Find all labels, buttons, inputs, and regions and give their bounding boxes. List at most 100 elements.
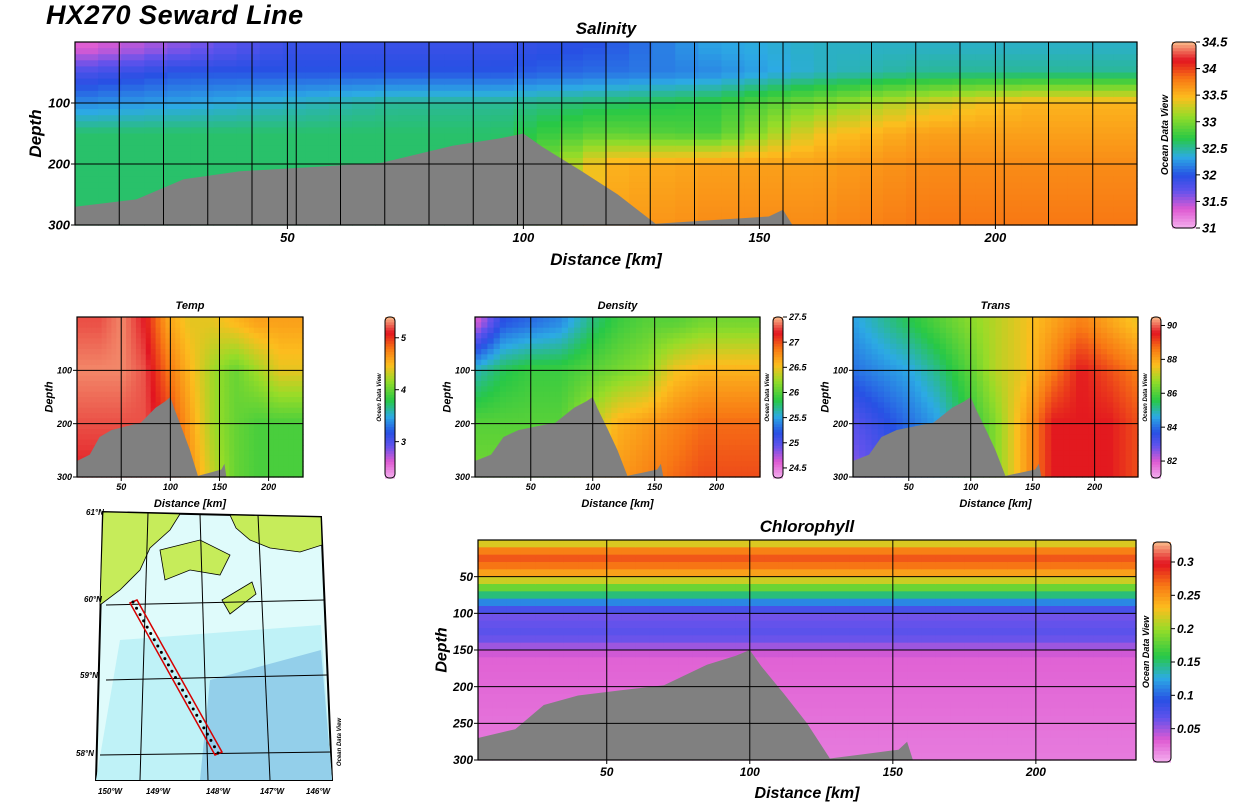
heatmap-cell bbox=[116, 349, 122, 355]
heatmap-cell bbox=[194, 434, 201, 441]
heatmap-cell bbox=[721, 42, 746, 49]
colorbar-segment bbox=[773, 469, 783, 474]
heatmap-cell bbox=[219, 429, 225, 435]
heatmap-cell bbox=[293, 349, 299, 355]
heatmap-cell bbox=[444, 72, 469, 80]
heatmap-cell bbox=[710, 317, 718, 323]
heatmap-cell bbox=[518, 381, 526, 387]
heatmap-cell bbox=[952, 54, 976, 61]
heatmap-cell bbox=[735, 354, 743, 361]
heatmap-cell bbox=[836, 54, 861, 61]
x-tick-label: 150 bbox=[212, 482, 227, 492]
heatmap-cell bbox=[767, 60, 792, 67]
heatmap-cell bbox=[91, 327, 98, 334]
heatmap-cell bbox=[636, 327, 643, 334]
colorbar-segment bbox=[773, 397, 783, 401]
heatmap-cell bbox=[710, 381, 718, 387]
heatmap-cell bbox=[180, 381, 186, 387]
heatmap-cell bbox=[234, 343, 240, 350]
heatmap-cell bbox=[729, 445, 736, 451]
heatmap-cell bbox=[790, 212, 815, 220]
heatmap-cell bbox=[175, 333, 181, 339]
heatmap-cell bbox=[167, 164, 192, 171]
heatmap-cell bbox=[167, 121, 192, 128]
heatmap-cell bbox=[555, 397, 563, 403]
heatmap-cell bbox=[131, 381, 137, 387]
heatmap-cell bbox=[606, 127, 630, 135]
heatmap-cell bbox=[998, 90, 1023, 98]
heatmap-cell bbox=[185, 413, 191, 419]
heatmap-cell bbox=[939, 402, 947, 409]
heatmap-cell bbox=[268, 450, 275, 457]
heatmap-cell bbox=[288, 343, 294, 350]
colorbar-segment bbox=[385, 456, 395, 460]
heatmap-cell bbox=[259, 115, 284, 122]
heatmap-cell bbox=[259, 66, 284, 74]
heatmap-cell bbox=[219, 317, 225, 323]
heatmap-cell bbox=[1113, 151, 1138, 159]
heatmap-cell bbox=[883, 182, 907, 189]
heatmap-cell bbox=[258, 343, 265, 350]
heatmap-cell bbox=[268, 322, 275, 329]
heatmap-cell bbox=[877, 391, 885, 398]
heatmap-cell bbox=[75, 109, 99, 116]
heatmap-cell bbox=[481, 333, 488, 339]
heatmap-cell bbox=[293, 423, 299, 430]
heatmap-cell bbox=[126, 327, 132, 334]
heatmap-cell bbox=[234, 450, 240, 457]
heatmap-cell bbox=[660, 466, 668, 473]
heatmap-cell bbox=[213, 84, 238, 92]
colorbar-segment bbox=[1172, 131, 1196, 136]
heatmap-cell bbox=[204, 434, 211, 441]
heatmap-cell bbox=[586, 338, 594, 345]
heatmap-cell bbox=[744, 60, 769, 67]
heatmap-cell bbox=[467, 96, 492, 104]
heatmap-cell bbox=[877, 413, 885, 419]
heatmap-cell bbox=[253, 407, 260, 414]
heatmap-cell bbox=[735, 429, 743, 435]
heatmap-cell bbox=[623, 439, 631, 446]
heatmap-cell bbox=[906, 48, 930, 55]
heatmap-cell bbox=[721, 212, 746, 220]
heatmap-cell bbox=[175, 381, 181, 387]
heatmap-cell bbox=[268, 461, 275, 467]
colorbar-segment bbox=[773, 346, 783, 350]
heatmap-cell bbox=[214, 461, 221, 467]
heatmap-cell bbox=[224, 471, 230, 478]
heatmap-cell bbox=[298, 317, 304, 323]
heatmap-cell bbox=[945, 338, 953, 345]
heatmap-cell bbox=[236, 66, 261, 74]
heatmap-cell bbox=[660, 413, 668, 419]
heatmap-cell bbox=[747, 349, 755, 355]
heatmap-cell bbox=[283, 471, 289, 478]
heatmap-cell bbox=[273, 466, 280, 473]
heatmap-cell bbox=[958, 338, 966, 345]
heatmap-cell bbox=[952, 176, 976, 183]
heatmap-cell bbox=[121, 333, 127, 339]
heatmap-cell bbox=[111, 397, 117, 403]
heatmap-cell bbox=[131, 338, 137, 345]
heatmap-cell bbox=[98, 157, 122, 165]
heatmap-cell bbox=[224, 407, 230, 414]
heatmap-cell bbox=[111, 386, 117, 393]
heatmap-cell bbox=[248, 381, 255, 387]
heatmap-cell bbox=[305, 115, 330, 122]
heatmap-cell bbox=[555, 407, 563, 414]
heatmap-cell bbox=[561, 327, 569, 334]
colorbar-segment bbox=[773, 335, 783, 340]
heatmap-cell bbox=[582, 170, 607, 177]
heatmap-cell bbox=[144, 170, 168, 177]
heatmap-cell bbox=[244, 365, 250, 371]
heatmap-cell bbox=[199, 343, 206, 350]
heatmap-cell bbox=[914, 386, 922, 393]
heatmap-cell bbox=[629, 343, 637, 350]
colorbar-segment bbox=[385, 459, 395, 463]
heatmap-cell bbox=[121, 170, 145, 177]
heatmap-cell bbox=[253, 327, 260, 334]
heatmap-cell bbox=[673, 434, 681, 441]
heatmap-cell bbox=[86, 381, 93, 387]
heatmap-cell bbox=[155, 391, 162, 398]
heatmap-cell bbox=[229, 381, 235, 387]
heatmap-cell bbox=[518, 349, 526, 355]
heatmap-cell bbox=[135, 391, 142, 398]
